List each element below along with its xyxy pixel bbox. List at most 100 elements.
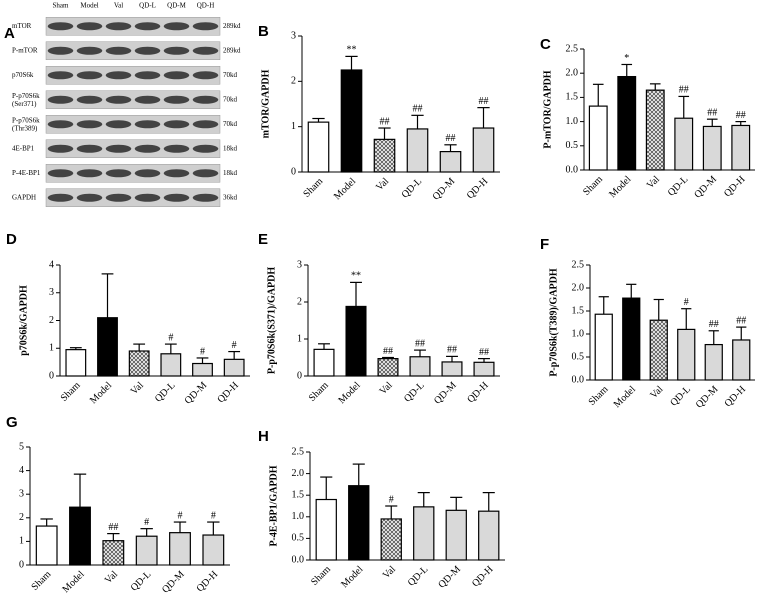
bar (377, 358, 399, 377)
bar (677, 328, 696, 381)
bar (617, 75, 637, 171)
significance-marker: # (168, 332, 173, 343)
bar (478, 510, 500, 561)
panel-label: H (258, 428, 269, 445)
x-tick-label: Val (648, 384, 665, 401)
blot-band (47, 193, 74, 202)
bar (307, 121, 330, 173)
lane-label: Val (114, 2, 123, 10)
blot-band (105, 95, 132, 104)
y-tick-label: 1.5 (292, 489, 305, 500)
blot-size-label: 18kd (223, 169, 238, 177)
y-tick-label: 2.0 (292, 468, 305, 479)
blot-band (134, 193, 161, 202)
bar (645, 89, 665, 171)
significance-marker: # (178, 510, 183, 521)
x-tick-label: Model (88, 380, 114, 406)
x-tick-label: QD-H (465, 176, 490, 201)
blot-band (192, 95, 219, 104)
x-tick-label: QD-H (723, 384, 748, 409)
blot-band (47, 169, 74, 178)
y-axis-label: P-p70S6k(T389)/GAPDH (548, 268, 559, 377)
significance-marker: # (144, 517, 149, 528)
blot-band (134, 120, 161, 129)
bar (97, 317, 118, 377)
bar (588, 105, 608, 171)
blot-row-label: P-p70S6k (Ser371) (12, 91, 40, 107)
x-tick-label: Model (61, 569, 87, 595)
x-tick-label: Model (337, 380, 363, 406)
significance-marker: # (684, 297, 689, 308)
blot-band (76, 120, 103, 129)
x-tick-label: QD-M (436, 564, 463, 591)
blot-band (192, 22, 219, 31)
significance-marker: ## (736, 110, 746, 121)
blot-band (76, 95, 103, 104)
significance-marker: ## (447, 345, 457, 356)
blot-size-label: 70kd (223, 95, 238, 103)
x-tick-label: QD-L (668, 384, 693, 409)
significance-marker: ## (380, 116, 390, 127)
bar (406, 128, 429, 173)
y-tick-label: 2 (49, 315, 54, 326)
x-tick-label: QD-H (195, 569, 220, 594)
lane-label: Sham (53, 2, 70, 10)
significance-marker: ## (736, 315, 746, 326)
y-tick-label: 0 (297, 370, 302, 381)
bar (345, 305, 367, 377)
y-tick-label: 3 (19, 488, 24, 499)
x-tick-label: QD-M (160, 569, 187, 596)
blot-band (192, 144, 219, 153)
y-tick-label: 1.0 (292, 511, 305, 522)
y-tick-label: 0 (49, 370, 54, 381)
lane-label: QD-L (139, 2, 156, 10)
blot-band (192, 120, 219, 129)
x-tick-label: QD-L (400, 176, 425, 201)
bar (340, 69, 363, 173)
significance-marker: ## (707, 107, 717, 118)
y-tick-label: 0.5 (566, 140, 579, 151)
blot-strip (45, 164, 221, 183)
panel-label: D (6, 231, 17, 248)
bar (409, 356, 431, 377)
x-tick-label: QD-H (465, 380, 490, 405)
blot-band (47, 144, 74, 153)
blot-band (105, 169, 132, 178)
significance-marker: ## (679, 85, 689, 96)
blot-band (76, 22, 103, 31)
y-tick-label: 2 (19, 512, 24, 523)
blot-size-label: 70kd (223, 120, 238, 128)
significance-marker: ## (479, 347, 489, 358)
y-tick-label: 1 (19, 536, 24, 547)
x-tick-label: Sham (301, 176, 325, 200)
significance-marker: # (389, 494, 394, 505)
blot-size-label: 70kd (223, 71, 238, 79)
blot-band (163, 46, 190, 55)
blot-band (192, 46, 219, 55)
significance-marker: ## (108, 522, 118, 533)
lane-label: QD-H (197, 2, 215, 10)
blot-strip (45, 139, 221, 158)
y-tick-label: 1.5 (566, 92, 579, 103)
blot-strip (45, 41, 221, 60)
significance-marker: # (232, 340, 237, 351)
blot-band (163, 169, 190, 178)
bar (674, 117, 694, 171)
y-axis-label: P-mTOR/GAPDH (542, 70, 553, 148)
bar (128, 350, 150, 377)
bar (223, 358, 245, 377)
x-tick-label: Val (378, 380, 395, 397)
panel-label: F (540, 236, 549, 253)
significance-marker: ## (479, 96, 489, 107)
y-tick-label: 2.0 (566, 67, 579, 78)
significance-marker: ** (351, 271, 361, 282)
x-tick-label: Val (645, 174, 662, 191)
panel-label: C (540, 36, 551, 53)
blot-size-label: 289kd (223, 22, 241, 30)
blot-band (134, 95, 161, 104)
x-tick-label: Val (381, 564, 398, 581)
blot-strip (45, 66, 221, 85)
bar (169, 532, 191, 566)
x-tick-label: Val (103, 569, 120, 586)
